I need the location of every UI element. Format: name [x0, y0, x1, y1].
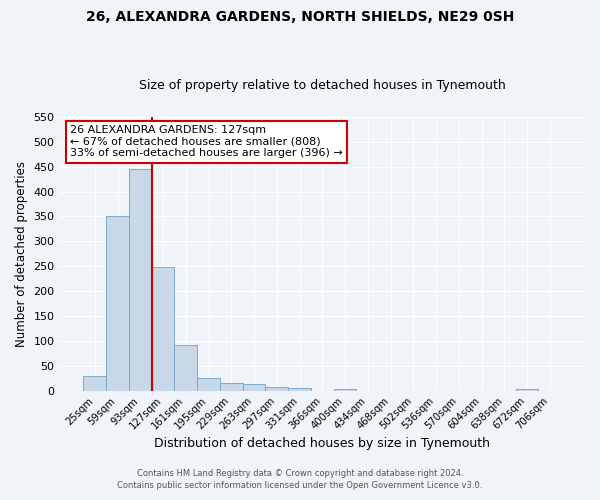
- Bar: [175, 344, 197, 391]
- Y-axis label: Number of detached properties: Number of detached properties: [15, 161, 28, 347]
- Bar: [152, 268, 175, 391]
- Bar: [83, 376, 106, 391]
- Title: Size of property relative to detached houses in Tynemouth: Size of property relative to detached ho…: [139, 79, 506, 92]
- Bar: [288, 388, 311, 391]
- Bar: [220, 384, 242, 391]
- Bar: [129, 169, 152, 391]
- Bar: [242, 384, 265, 391]
- Text: 26, ALEXANDRA GARDENS, NORTH SHIELDS, NE29 0SH: 26, ALEXANDRA GARDENS, NORTH SHIELDS, NE…: [86, 10, 514, 24]
- Text: Contains HM Land Registry data © Crown copyright and database right 2024.
Contai: Contains HM Land Registry data © Crown c…: [118, 468, 482, 490]
- Bar: [106, 216, 129, 391]
- Text: 26 ALEXANDRA GARDENS: 127sqm
← 67% of detached houses are smaller (808)
33% of s: 26 ALEXANDRA GARDENS: 127sqm ← 67% of de…: [70, 125, 343, 158]
- Bar: [334, 389, 356, 391]
- Bar: [265, 388, 288, 391]
- Bar: [515, 389, 538, 391]
- Bar: [197, 378, 220, 391]
- X-axis label: Distribution of detached houses by size in Tynemouth: Distribution of detached houses by size …: [154, 437, 490, 450]
